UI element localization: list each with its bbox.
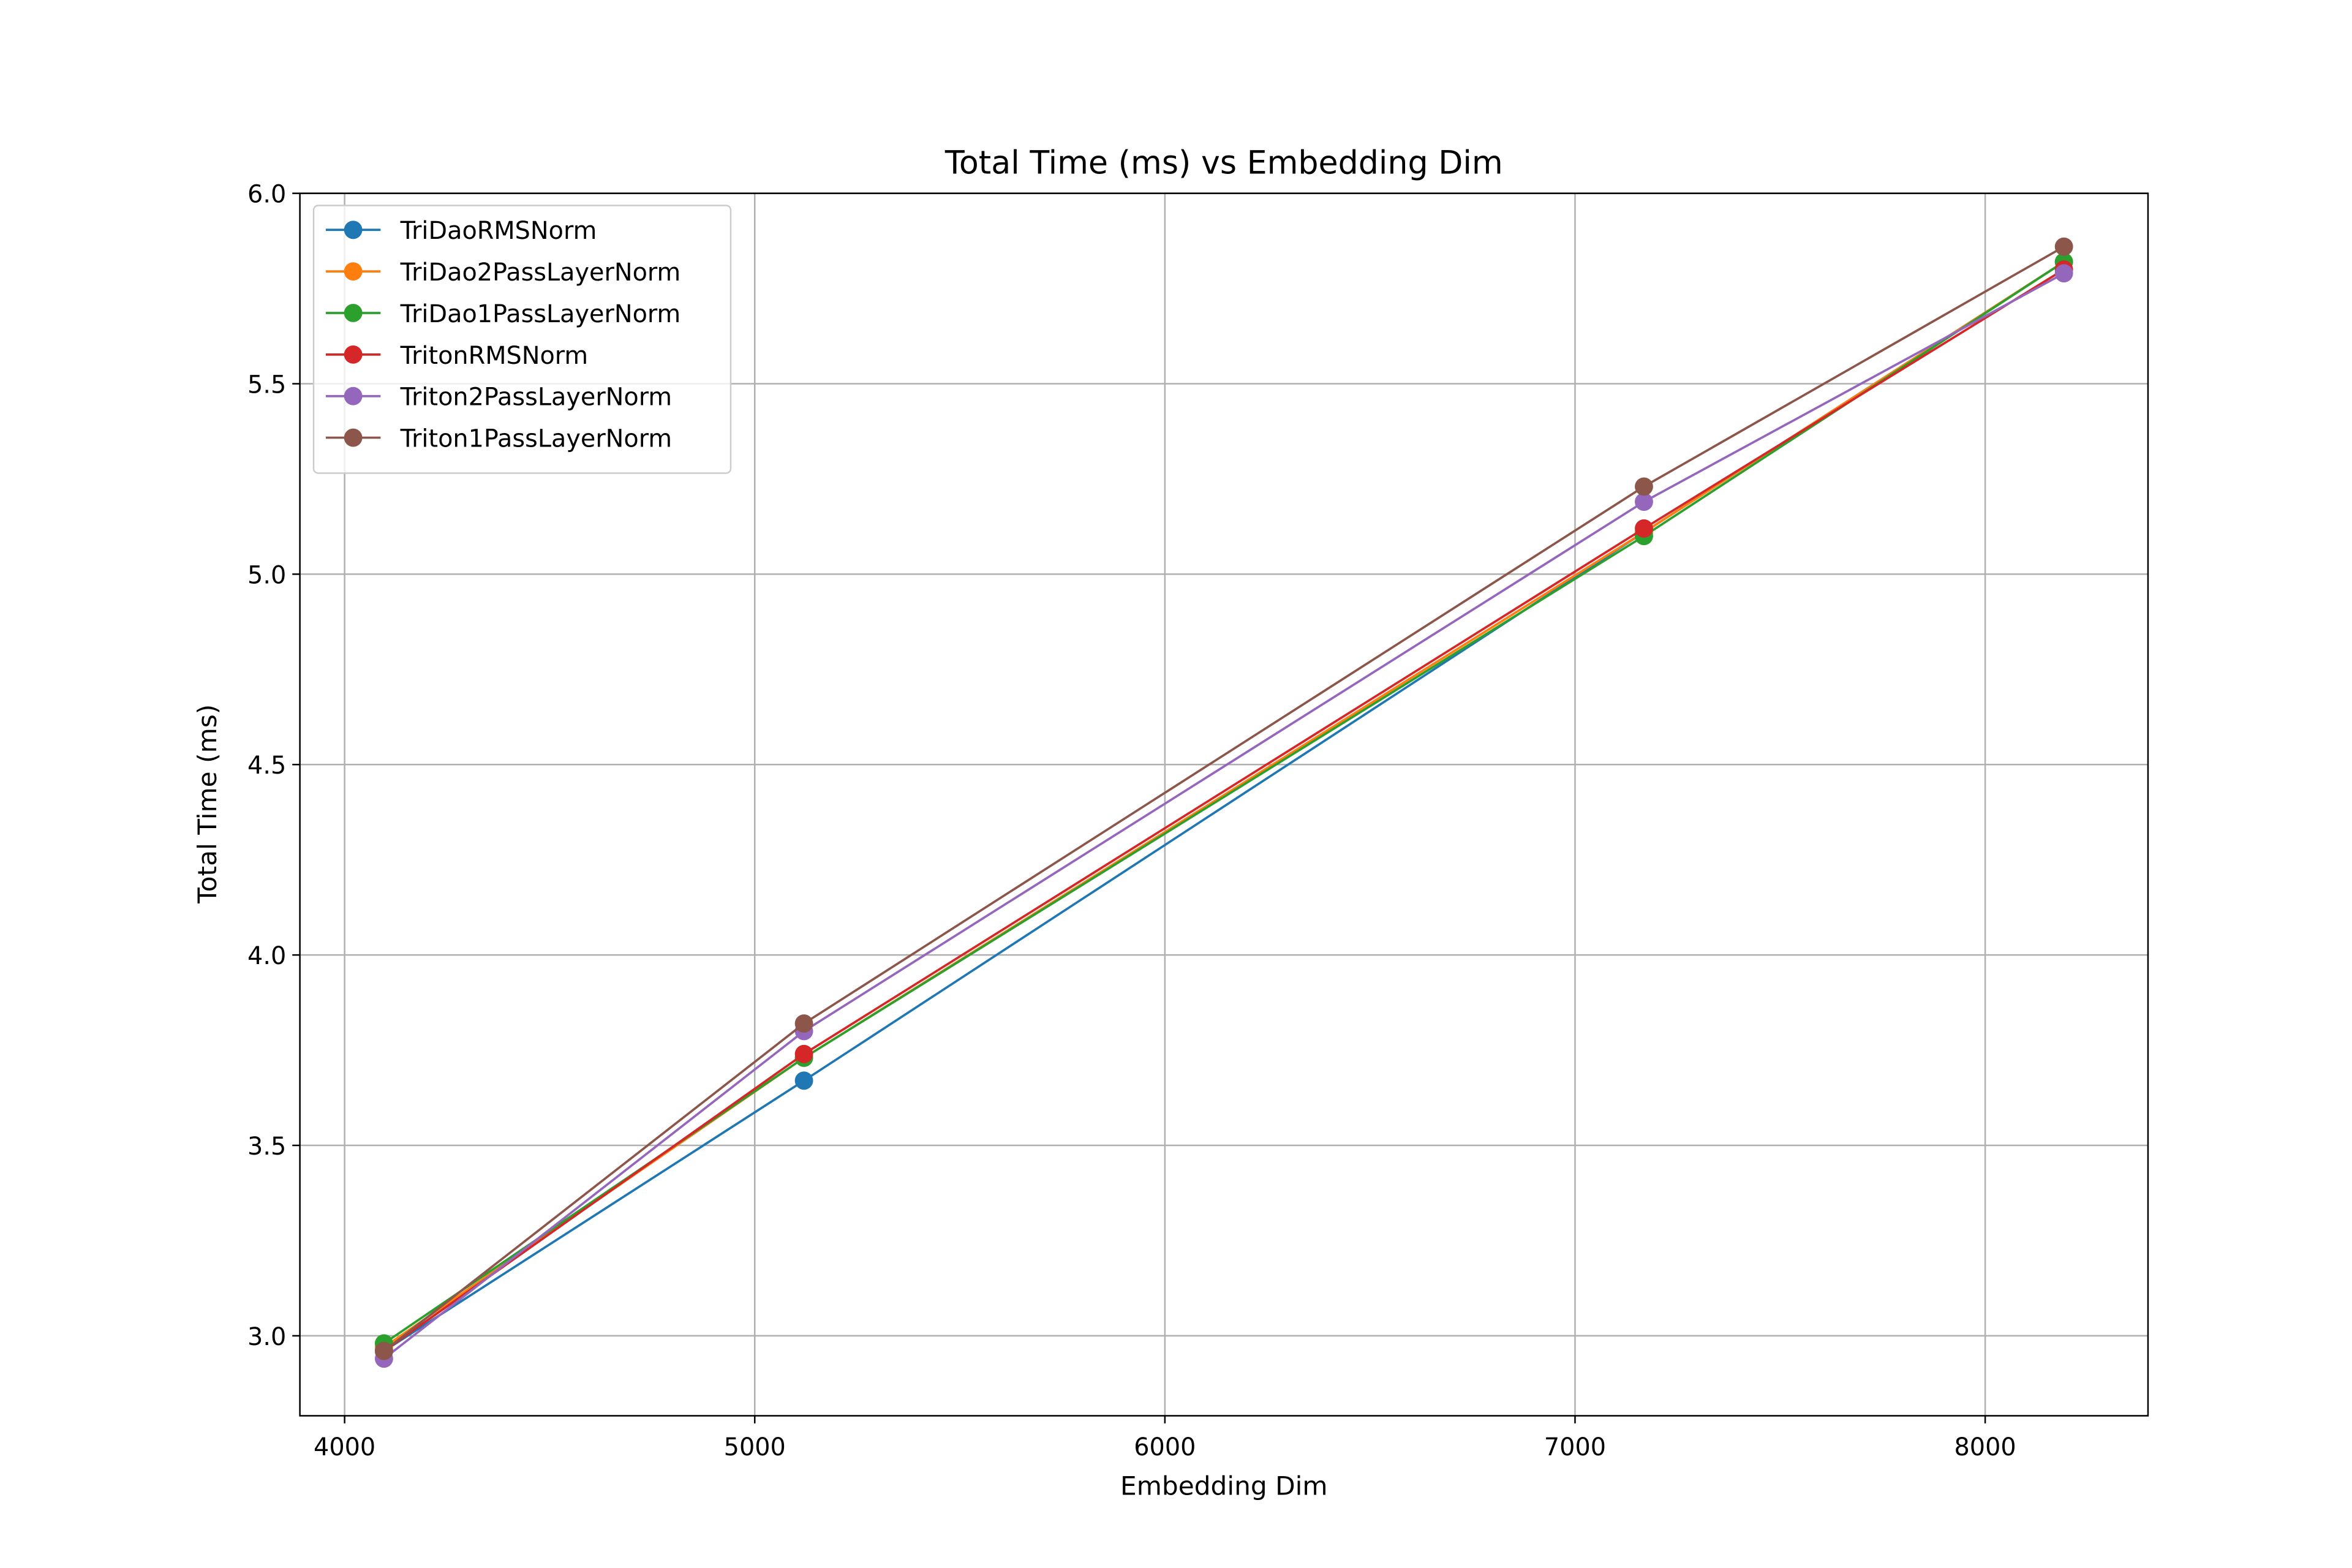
x-tick-label: 8000: [1954, 1433, 2016, 1461]
data-point: [1635, 477, 1653, 496]
legend-label: TriDao1PassLayerNorm: [400, 300, 681, 328]
legend: TriDaoRMSNorm TriDao2PassLayerNorm TriDao1…: [312, 205, 732, 474]
y-tick-label: 5.5: [247, 371, 286, 399]
y-tick-label: 4.5: [247, 752, 286, 780]
y-tick-label: 3.5: [247, 1133, 286, 1161]
y-tick-label: 5.0: [247, 561, 286, 589]
x-tick-label: 7000: [1544, 1433, 1606, 1461]
data-point: [2054, 264, 2073, 283]
data-point: [1635, 519, 1653, 538]
x-tick-label: 6000: [1134, 1433, 1196, 1461]
legend-label: Triton2PassLayerNorm: [400, 383, 672, 412]
y-tick-label: 4.0: [247, 942, 286, 970]
legend-label: Triton1PassLayerNorm: [400, 424, 672, 453]
legend-label: TriDao2PassLayerNorm: [400, 258, 681, 287]
series-line: [383, 272, 2065, 1360]
series-line: [383, 246, 2065, 1352]
chart-title: Total Time (ms) vs Embedding Dim: [944, 145, 1503, 181]
series-line: [383, 268, 2065, 1352]
y-tick-label: 3.0: [247, 1323, 286, 1351]
legend-marker: [344, 262, 363, 281]
data-point: [1635, 492, 1653, 511]
x-tick-label: 4000: [314, 1433, 375, 1461]
legend-label: TriDaoRMSNorm: [400, 217, 597, 245]
data-point: [374, 1341, 393, 1360]
legend-frame: [312, 205, 732, 474]
y-axis-label: Total Time (ms): [192, 704, 222, 904]
data-point: [2054, 237, 2073, 256]
legend-label: TritonRMSNorm: [400, 342, 589, 370]
x-axis-label: Embedding Dim: [1120, 1471, 1328, 1501]
data-point: [794, 1014, 813, 1033]
legend-marker: [344, 221, 363, 239]
data-point: [794, 1044, 813, 1063]
legend-marker: [344, 304, 363, 322]
data-point: [794, 1071, 813, 1090]
y-tick-label: 6.0: [247, 181, 286, 209]
legend-marker: [344, 428, 363, 447]
x-tick-label: 5000: [724, 1433, 786, 1461]
plot-frame: [299, 192, 2149, 1417]
legend-marker: [344, 345, 363, 364]
legend-marker: [344, 386, 363, 405]
